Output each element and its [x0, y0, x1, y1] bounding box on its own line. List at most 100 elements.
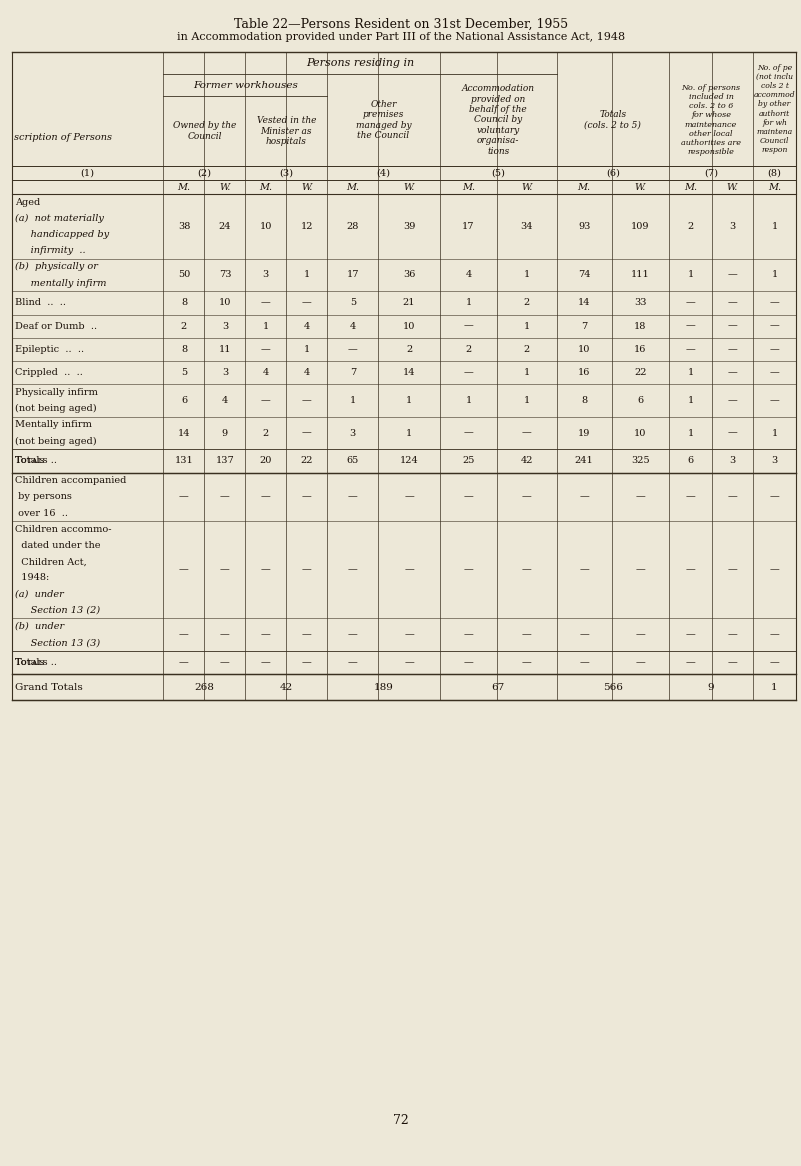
Text: 3: 3: [771, 456, 778, 465]
Text: —: —: [179, 492, 189, 501]
Text: —: —: [635, 566, 646, 575]
Text: 4: 4: [465, 271, 472, 280]
Text: Table 22—Persons Resident on 31st December, 1955: Table 22—Persons Resident on 31st Decemb…: [234, 17, 568, 31]
Text: —: —: [770, 492, 779, 501]
Text: Mentally infirm: Mentally infirm: [15, 421, 92, 429]
Text: dated under the: dated under the: [15, 541, 100, 550]
Text: Epileptic  ..  ..: Epileptic .. ..: [15, 345, 84, 354]
Text: —: —: [686, 492, 695, 501]
Text: Deaf or Dumb  ..: Deaf or Dumb ..: [15, 322, 97, 331]
Text: 38: 38: [178, 222, 190, 231]
Text: over 16  ..: over 16 ..: [15, 508, 68, 518]
Text: —: —: [686, 658, 695, 667]
Text: (a)  not materially: (a) not materially: [15, 213, 104, 223]
Text: —: —: [464, 368, 473, 378]
Text: 9: 9: [708, 682, 714, 691]
Text: 16: 16: [634, 345, 646, 354]
Text: Accommodation
provided on
behalf of the
Council by
voluntary
organisa-
tions: Accommodation provided on behalf of the …: [461, 84, 534, 156]
Text: —: —: [464, 429, 473, 437]
Text: (b)  under: (b) under: [15, 621, 64, 631]
Text: 111: 111: [631, 271, 650, 280]
Text: M.: M.: [462, 183, 475, 191]
Text: mentally infirm: mentally infirm: [15, 279, 107, 288]
Text: 2: 2: [687, 222, 694, 231]
Text: 1: 1: [771, 429, 778, 437]
Text: Vested in the
Minister as
hospitals: Vested in the Minister as hospitals: [256, 117, 316, 146]
Text: Persons residing in: Persons residing in: [306, 58, 414, 68]
Text: M.: M.: [768, 183, 781, 191]
Text: 1: 1: [687, 271, 694, 280]
Text: 566: 566: [603, 682, 622, 691]
Text: 10: 10: [578, 345, 590, 354]
Text: 21: 21: [403, 298, 416, 308]
Text: M.: M.: [346, 183, 360, 191]
Text: 2: 2: [465, 345, 472, 354]
Text: 4: 4: [263, 368, 269, 378]
Text: Section 13 (3): Section 13 (3): [15, 638, 100, 647]
Text: —: —: [261, 566, 271, 575]
Text: 1: 1: [304, 271, 310, 280]
Text: —: —: [179, 658, 189, 667]
Text: 4: 4: [304, 322, 310, 331]
Text: 73: 73: [219, 271, 231, 280]
Text: —: —: [727, 566, 738, 575]
Text: Totals
(cols. 2 to 5): Totals (cols. 2 to 5): [585, 111, 642, 129]
Text: 93: 93: [578, 222, 590, 231]
Text: —: —: [770, 322, 779, 331]
Text: M.: M.: [260, 183, 272, 191]
Text: —: —: [770, 368, 779, 378]
Text: 5: 5: [350, 298, 356, 308]
Text: —: —: [220, 492, 230, 501]
Text: 10: 10: [219, 298, 231, 308]
Text: (b)  physically or: (b) physically or: [15, 262, 98, 272]
Text: M.: M.: [684, 183, 697, 191]
Text: 2: 2: [524, 298, 530, 308]
Text: —: —: [686, 322, 695, 331]
Text: 4: 4: [222, 396, 228, 405]
Text: 74: 74: [578, 271, 590, 280]
Text: —: —: [405, 658, 414, 667]
Text: 3: 3: [730, 222, 735, 231]
Text: —: —: [727, 429, 738, 437]
Text: scription of Persons: scription of Persons: [14, 133, 112, 142]
Text: 131: 131: [175, 456, 193, 465]
Text: —: —: [220, 658, 230, 667]
Text: 1: 1: [406, 429, 413, 437]
Text: 1: 1: [524, 368, 530, 378]
Text: No. of persons
included in
cols. 2 to 6
for whose
maintenance
other local
author: No. of persons included in cols. 2 to 6 …: [681, 84, 741, 156]
Text: No. of pe
(not inclu
cols 2 t
accommod
by other
authorit
for wh
maintena
Council: No. of pe (not inclu cols 2 t accommod b…: [754, 64, 795, 154]
Text: —: —: [348, 345, 358, 354]
Text: Crippled  ..  ..: Crippled .. ..: [15, 368, 83, 378]
Text: 189: 189: [373, 682, 393, 691]
Text: 7: 7: [581, 322, 587, 331]
Text: —: —: [302, 658, 312, 667]
Text: 18: 18: [634, 322, 646, 331]
Text: (not being aged): (not being aged): [15, 436, 97, 445]
Text: —: —: [179, 566, 189, 575]
Text: 3: 3: [350, 429, 356, 437]
Text: —: —: [727, 368, 738, 378]
Text: 2: 2: [181, 322, 187, 331]
Text: —: —: [727, 298, 738, 308]
Text: 22: 22: [634, 368, 646, 378]
Text: Children accompanied: Children accompanied: [15, 476, 127, 485]
Text: —: —: [727, 630, 738, 639]
Text: —: —: [770, 345, 779, 354]
Text: —: —: [302, 429, 312, 437]
Text: 4: 4: [304, 368, 310, 378]
Text: 5: 5: [181, 368, 187, 378]
Text: —: —: [727, 345, 738, 354]
Text: —: —: [579, 566, 589, 575]
Text: 50: 50: [178, 271, 190, 280]
Text: 14: 14: [578, 298, 590, 308]
Text: 124: 124: [400, 456, 418, 465]
Text: 1: 1: [263, 322, 269, 331]
Text: —: —: [348, 492, 358, 501]
Text: —: —: [302, 630, 312, 639]
Text: Children accommo-: Children accommo-: [15, 525, 111, 534]
Text: 109: 109: [631, 222, 650, 231]
Text: —: —: [302, 566, 312, 575]
Text: 6: 6: [181, 396, 187, 405]
Text: 65: 65: [347, 456, 359, 465]
Text: —: —: [686, 345, 695, 354]
